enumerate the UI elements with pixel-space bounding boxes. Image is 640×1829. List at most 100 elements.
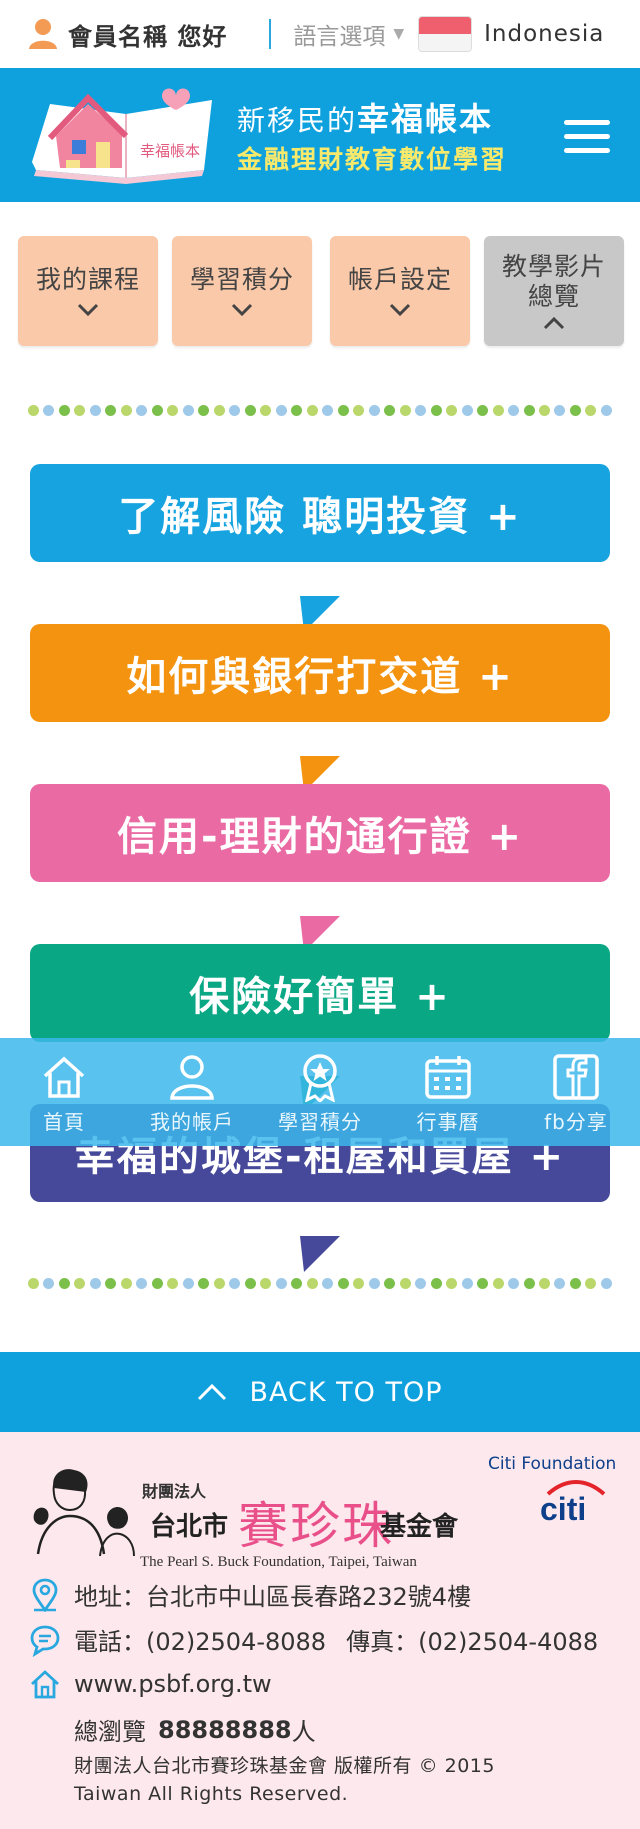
floatnav-learning-points[interactable]: 學習積分 <box>256 1038 384 1146</box>
divider-dot <box>306 404 318 416</box>
course-credit[interactable]: 信用-理財的通行證 + <box>30 784 610 952</box>
divider-dot <box>213 1277 225 1289</box>
footer-contact: 電話：(02)2504-8088 傳真：(02)2504-4088 <box>30 1622 598 1657</box>
divider-dot <box>244 1277 256 1289</box>
divider-dot <box>74 404 86 416</box>
divider-dot <box>538 404 550 416</box>
chevron-up-icon <box>543 316 565 330</box>
divider-dot <box>399 404 411 416</box>
copyright: 財團法人台北市賽珍珠基金會 版權所有 © 2015 Taiwan All Rig… <box>74 1755 495 1805</box>
divider-dot <box>229 1277 241 1289</box>
divider-dot <box>58 404 70 416</box>
org-name-script: 賽珍珠 <box>238 1497 394 1555</box>
foundation-logo[interactable]: 財團法人 台北市 賽珍珠 基金會 The Pearl S. Buck Found… <box>28 1456 468 1570</box>
divider-dot <box>353 404 365 416</box>
language-label: 語言選項 <box>293 24 386 50</box>
divider-dot <box>28 404 39 416</box>
divider-dot <box>74 1277 86 1289</box>
divider-dot <box>167 404 179 416</box>
divider-dot <box>337 1277 349 1289</box>
divider-dot <box>182 404 194 416</box>
divider-dot <box>430 1277 442 1289</box>
indonesia-flag-icon[interactable] <box>418 16 473 52</box>
course-banking[interactable]: 如何與銀行打交道 + <box>30 624 610 792</box>
floating-bottom-nav: 首頁 我的帳戶 學習積分 行事曆 fb分享 <box>0 1038 640 1146</box>
divider-dot <box>430 404 442 416</box>
back-to-top-button[interactable]: BACK TO TOP <box>0 1352 640 1432</box>
divider-dot <box>508 404 520 416</box>
divider-dot <box>136 1277 148 1289</box>
divider-dot <box>291 1277 303 1289</box>
divider-dot <box>213 404 225 416</box>
divider-dot <box>523 404 535 416</box>
divider-dot <box>322 404 334 416</box>
hamburger-menu-icon[interactable] <box>564 120 610 154</box>
divider-dot <box>43 1277 55 1289</box>
course-risk-investment[interactable]: 了解風險 聰明投資 + <box>30 464 610 632</box>
selected-country[interactable]: Indonesia <box>484 21 605 47</box>
chevron-down-icon <box>231 303 253 317</box>
divider-dot <box>368 404 380 416</box>
divider-dot <box>415 404 427 416</box>
divider-dot <box>151 404 163 416</box>
floatnav-home[interactable]: 首頁 <box>0 1038 128 1146</box>
nav-account-settings[interactable]: 帳戶設定 <box>330 236 470 346</box>
divider-dot <box>523 1277 535 1289</box>
divider-dot <box>89 1277 101 1289</box>
divider-dot <box>260 1277 272 1289</box>
chevron-down-icon <box>389 303 411 317</box>
divider-dot <box>569 404 581 416</box>
divider-dot <box>337 404 349 416</box>
divider-dot <box>415 1277 427 1289</box>
citi-logo-icon[interactable]: citi <box>540 1480 612 1524</box>
divider-dot <box>569 1277 581 1289</box>
calendar-icon <box>425 1056 471 1099</box>
divider-dot <box>275 1277 287 1289</box>
org-city: 台北市 <box>150 1512 229 1542</box>
book-house-logo-icon[interactable]: 幸福帳本 <box>26 78 226 190</box>
svg-text:citi: citi <box>540 1491 586 1524</box>
divider-dot <box>508 1277 520 1289</box>
floatnav-my-account[interactable]: 我的帳戶 <box>128 1038 256 1146</box>
divider-dot <box>368 1277 380 1289</box>
divider-dot <box>538 1277 550 1289</box>
divider-dot <box>58 1277 70 1289</box>
divider-dot <box>554 404 566 416</box>
footer-address: 地址：台北市中山區長春路232號4樓 <box>30 1577 471 1612</box>
footer-website: www.psbf.org.tw <box>30 1667 272 1701</box>
home-icon <box>43 1056 85 1098</box>
course-insurance[interactable]: 保險好簡單 + <box>30 944 610 1112</box>
divider-dot <box>198 1277 210 1289</box>
divider-dot <box>492 404 504 416</box>
divider-dot <box>446 1277 458 1289</box>
floatnav-calendar[interactable]: 行事曆 <box>384 1038 512 1146</box>
divider-dot <box>585 1277 597 1289</box>
chat-phone-icon <box>30 1625 60 1657</box>
home-icon <box>31 1670 59 1699</box>
user-icon <box>170 1055 214 1100</box>
chevron-up-icon <box>198 1383 227 1401</box>
divider-dot <box>43 404 55 416</box>
chevron-down-icon <box>77 303 99 317</box>
divider-dot <box>353 1277 365 1289</box>
divider-dot <box>384 1277 396 1289</box>
language-select[interactable]: 語言選項 ▼ <box>293 17 404 51</box>
nav-learning-points[interactable]: 學習積分 <box>172 236 312 346</box>
dotted-divider <box>28 1276 612 1290</box>
site-header: 幸福帳本 新移民的幸福帳本 金融理財教育數位學習 <box>0 68 640 202</box>
floatnav-fb-share[interactable]: fb分享 <box>512 1038 640 1146</box>
member-greeting[interactable]: 會員名稱 您好 <box>28 17 227 52</box>
nav-video-overview[interactable]: 教學影片總覽 <box>484 236 624 346</box>
nav-my-courses[interactable]: 我的課程 <box>18 236 158 346</box>
phone-number[interactable]: 電話：(02)2504-8088 <box>74 1628 327 1656</box>
divider-dot <box>120 1277 132 1289</box>
divider-dot <box>384 404 396 416</box>
badge-icon <box>303 1054 337 1102</box>
divider-dot <box>198 404 210 416</box>
sponsor-name: Citi Foundation <box>488 1454 617 1474</box>
divider-dot <box>105 404 117 416</box>
divider-dot <box>120 404 132 416</box>
divider-dot <box>260 404 272 416</box>
website-link[interactable]: www.psbf.org.tw <box>74 1670 272 1698</box>
divider-dot <box>461 404 473 416</box>
